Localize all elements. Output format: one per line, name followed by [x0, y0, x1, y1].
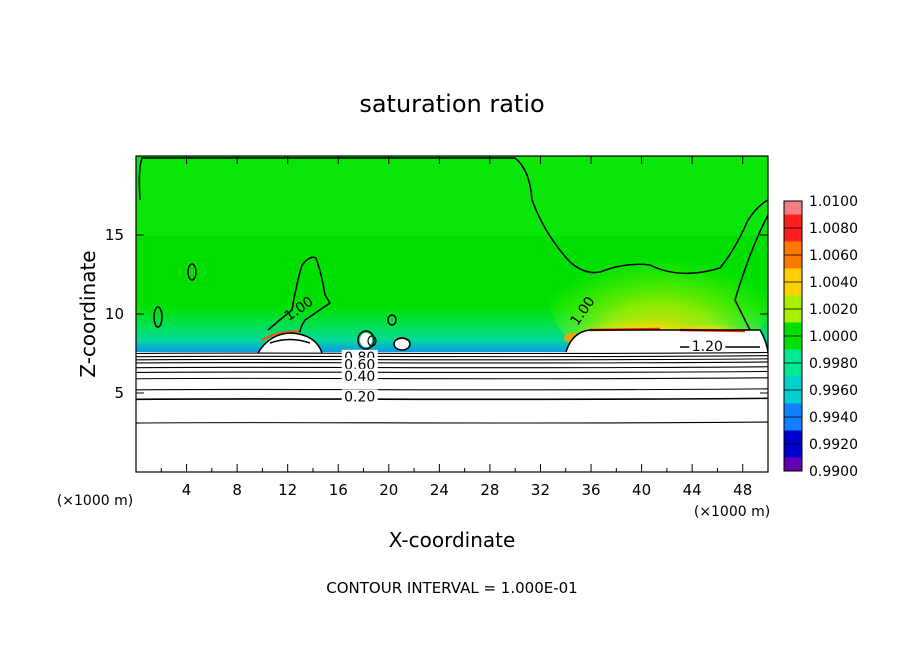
contour-label-2: 1.20: [692, 339, 723, 355]
stable-layer: [136, 352, 768, 472]
colorbar-label-6: 0.9980: [809, 356, 858, 372]
x-tick-label-9: 40: [632, 481, 651, 499]
layer-contour-0: [136, 421, 768, 424]
layer-contour-2: [136, 388, 768, 391]
contour-interval-note: CONTOUR INTERVAL = 1.000E-01: [326, 579, 577, 597]
layer-contour-8: [136, 355, 768, 358]
contour-closed-4: [367, 335, 377, 347]
colorbar-segment-7b: [784, 403, 802, 417]
colorbar-segment-1a: [784, 228, 802, 242]
x-tick-label-0: 4: [182, 481, 192, 499]
colorbar-label-7: 0.9960: [809, 383, 858, 399]
colorbar-label-9: 0.9920: [809, 437, 858, 453]
contour-label-bg-5: [341, 368, 378, 382]
colorbar-segment-3b: [784, 295, 802, 309]
contour-closed-6: [393, 337, 411, 351]
colorbar-segment-9a: [784, 444, 802, 458]
contour-label-5: 0.40: [344, 369, 375, 385]
contour-label-bg-6: [341, 389, 378, 403]
plot-area: [136, 156, 768, 472]
red-rim-left: [261, 330, 301, 341]
colorbar-segment-8a: [784, 417, 802, 431]
x-tick-label-8: 36: [581, 481, 600, 499]
colorbar-label-8: 0.9940: [809, 410, 858, 426]
x-tick-label-7: 32: [531, 481, 550, 499]
stable-layer-contours: [136, 351, 768, 424]
colorbar-label-3: 1.0040: [809, 275, 858, 291]
colorbar-segment-2b: [784, 268, 802, 282]
colorbar-label-2: 1.0060: [809, 248, 858, 264]
colorbar-label-5: 1.0000: [809, 329, 858, 345]
white-patch-right: [566, 330, 768, 352]
colorbar-segment-6b: [784, 376, 802, 390]
colorbar-label-0: 1.0100: [809, 194, 858, 210]
colorbar-segment-4a: [784, 309, 802, 323]
colorbar-segment-5b: [784, 349, 802, 363]
colorbar: 1.0100 1.0080 1.0060 1.0040 1.0020 1.0000 0.99…: [783, 194, 858, 480]
x-axis-label: X-coordinate: [389, 528, 516, 552]
x-axis-ticks: 4 8 12 16 20 24 28 32 36 40 44 48: [160, 156, 752, 499]
x-tick-label-2: 12: [278, 481, 297, 499]
contour-closed-5: [387, 314, 397, 326]
contour-closed-2: [153, 306, 163, 328]
layer-contour-3: [136, 377, 768, 380]
x-tick-label-11: 48: [733, 481, 752, 499]
layer-contour-1: [136, 397, 768, 401]
contour-1-00-upper: [138, 157, 768, 275]
contour-label-6: 0.20: [344, 389, 375, 405]
contour-1-00-patch-right: [565, 329, 768, 353]
contour-1-00-right: [734, 214, 768, 331]
layer-contour-7: [136, 358, 768, 361]
colorbar-segment-8b: [784, 430, 802, 444]
y-axis-label: Z-coordinate: [76, 250, 100, 377]
y-tick-label-2: 15: [105, 226, 124, 244]
y-tick-label-1: 10: [105, 305, 124, 323]
x-tick-label-3: 16: [329, 481, 348, 499]
layer-contour-6: [136, 361, 768, 364]
colorbar-segment-6a: [784, 363, 802, 377]
colorbar-segment-0a: [784, 201, 802, 215]
white-patch-small-2: [395, 338, 409, 350]
colorbar-segment-0b: [784, 214, 802, 228]
colorbar-segment-1b: [784, 241, 802, 255]
contour-1-00-mid: [267, 256, 332, 333]
layer-contour-5: [136, 366, 768, 369]
white-patch-small-1: [360, 333, 372, 347]
colorbar-segment-2a: [784, 255, 802, 269]
contour-closed-1: [187, 263, 197, 281]
colorbar-label-4: 1.0020: [809, 302, 858, 318]
colorbar-label-10: 0.9900: [809, 464, 858, 480]
x-tick-label-6: 28: [480, 481, 499, 499]
y-tick-label-0: 5: [114, 384, 124, 402]
colorbar-segment-7a: [784, 390, 802, 404]
contour-closed-3: [357, 330, 375, 350]
colorbar-segment-4b: [784, 322, 802, 336]
field-upper-shade: [136, 156, 768, 236]
colorbar-label-1: 1.0080: [809, 221, 858, 237]
x-tick-label-10: 44: [683, 481, 702, 499]
x-tick-label-1: 8: [232, 481, 242, 499]
layer-contour-9: [136, 351, 768, 355]
contour-label-bg-4: [341, 357, 378, 371]
contour-label-bg-2: [689, 338, 726, 352]
x-unit-left: (×1000 m): [57, 493, 133, 509]
contour-1-00-patch-left: [257, 332, 323, 354]
colorbar-segment-9b: [784, 457, 802, 471]
colorbar-segment-3a: [784, 282, 802, 296]
layer-contour-4: [136, 370, 768, 374]
y-axis-ticks: 5 10 15: [105, 226, 768, 402]
x-tick-label-4: 20: [379, 481, 398, 499]
x-unit-right: (×1000 m): [694, 504, 770, 520]
colorbar-segment-5a: [784, 336, 802, 350]
chart-title: saturation ratio: [359, 90, 544, 118]
x-tick-label-5: 24: [430, 481, 449, 499]
